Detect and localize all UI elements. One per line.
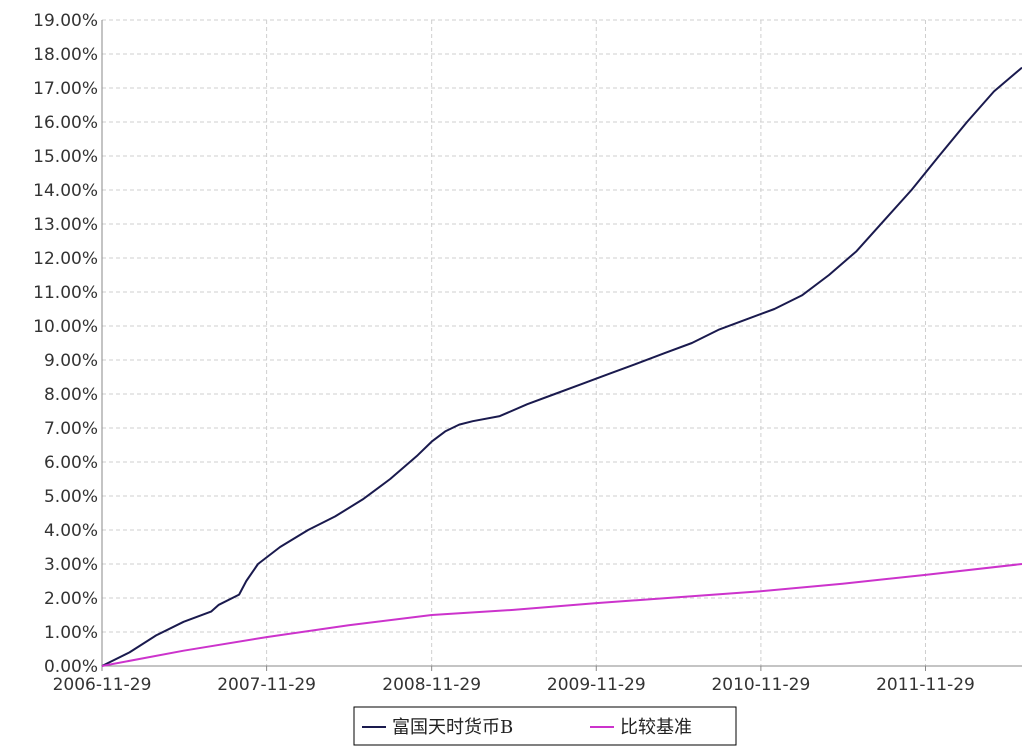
y-tick-label: 11.00% bbox=[33, 283, 98, 303]
y-tick-label: 15.00% bbox=[33, 147, 98, 167]
y-tick-label: 3.00% bbox=[44, 555, 98, 575]
y-tick-label: 2.00% bbox=[44, 589, 98, 609]
y-tick-label: 0.00% bbox=[44, 657, 98, 677]
y-tick-label: 7.00% bbox=[44, 419, 98, 439]
x-tick-label: 2009-11-29 bbox=[547, 675, 646, 695]
legend: 富国天时货币B 比较基准 bbox=[353, 706, 737, 746]
y-tick-label: 12.00% bbox=[33, 249, 98, 269]
x-tick-label: 2007-11-29 bbox=[217, 675, 316, 695]
x-tick-label: 2010-11-29 bbox=[711, 675, 810, 695]
x-grid-lines bbox=[266, 20, 926, 666]
x-tick-labels: 2006-11-29 2007-11-29 2008-11-29 2009-11-29… bbox=[53, 666, 975, 695]
series-line-1 bbox=[101, 563, 1022, 667]
x-tick-label: 2011-11-29 bbox=[876, 675, 975, 695]
y-tick-label: 1.00% bbox=[44, 623, 98, 643]
y-tick-labels: 0.00% 1.00% 2.00% 3.00% 4.00% 5.00% 6.00% 7.00%… bbox=[33, 11, 98, 677]
y-tick-label: 4.00% bbox=[44, 521, 98, 541]
y-tick-label: 6.00% bbox=[44, 453, 98, 473]
y-tick-label: 18.00% bbox=[33, 45, 98, 65]
y-tick-label: 17.00% bbox=[33, 79, 98, 99]
y-tick-label: 16.00% bbox=[33, 113, 98, 133]
x-tick-label: 2008-11-29 bbox=[382, 675, 481, 695]
x-tick-label: 2006-11-29 bbox=[53, 675, 152, 695]
y-tick-label: 14.00% bbox=[33, 181, 98, 201]
y-tick-label: 10.00% bbox=[33, 317, 98, 337]
legend-label-series-1: 比较基准 bbox=[620, 717, 692, 738]
y-tick-label: 8.00% bbox=[44, 385, 98, 405]
y-tick-label: 19.00% bbox=[33, 11, 98, 31]
legend-label-series-0: 富国天时货币B bbox=[392, 717, 513, 738]
series-line-0 bbox=[101, 66, 1022, 667]
plot-area bbox=[102, 20, 1022, 666]
y-tick-label: 5.00% bbox=[44, 487, 98, 507]
y-tick-label: 9.00% bbox=[44, 351, 98, 371]
y-tick-label: 13.00% bbox=[33, 215, 98, 235]
series-lines bbox=[101, 66, 1022, 667]
grid-lines bbox=[102, 19, 1022, 633]
legend-box bbox=[353, 706, 737, 746]
